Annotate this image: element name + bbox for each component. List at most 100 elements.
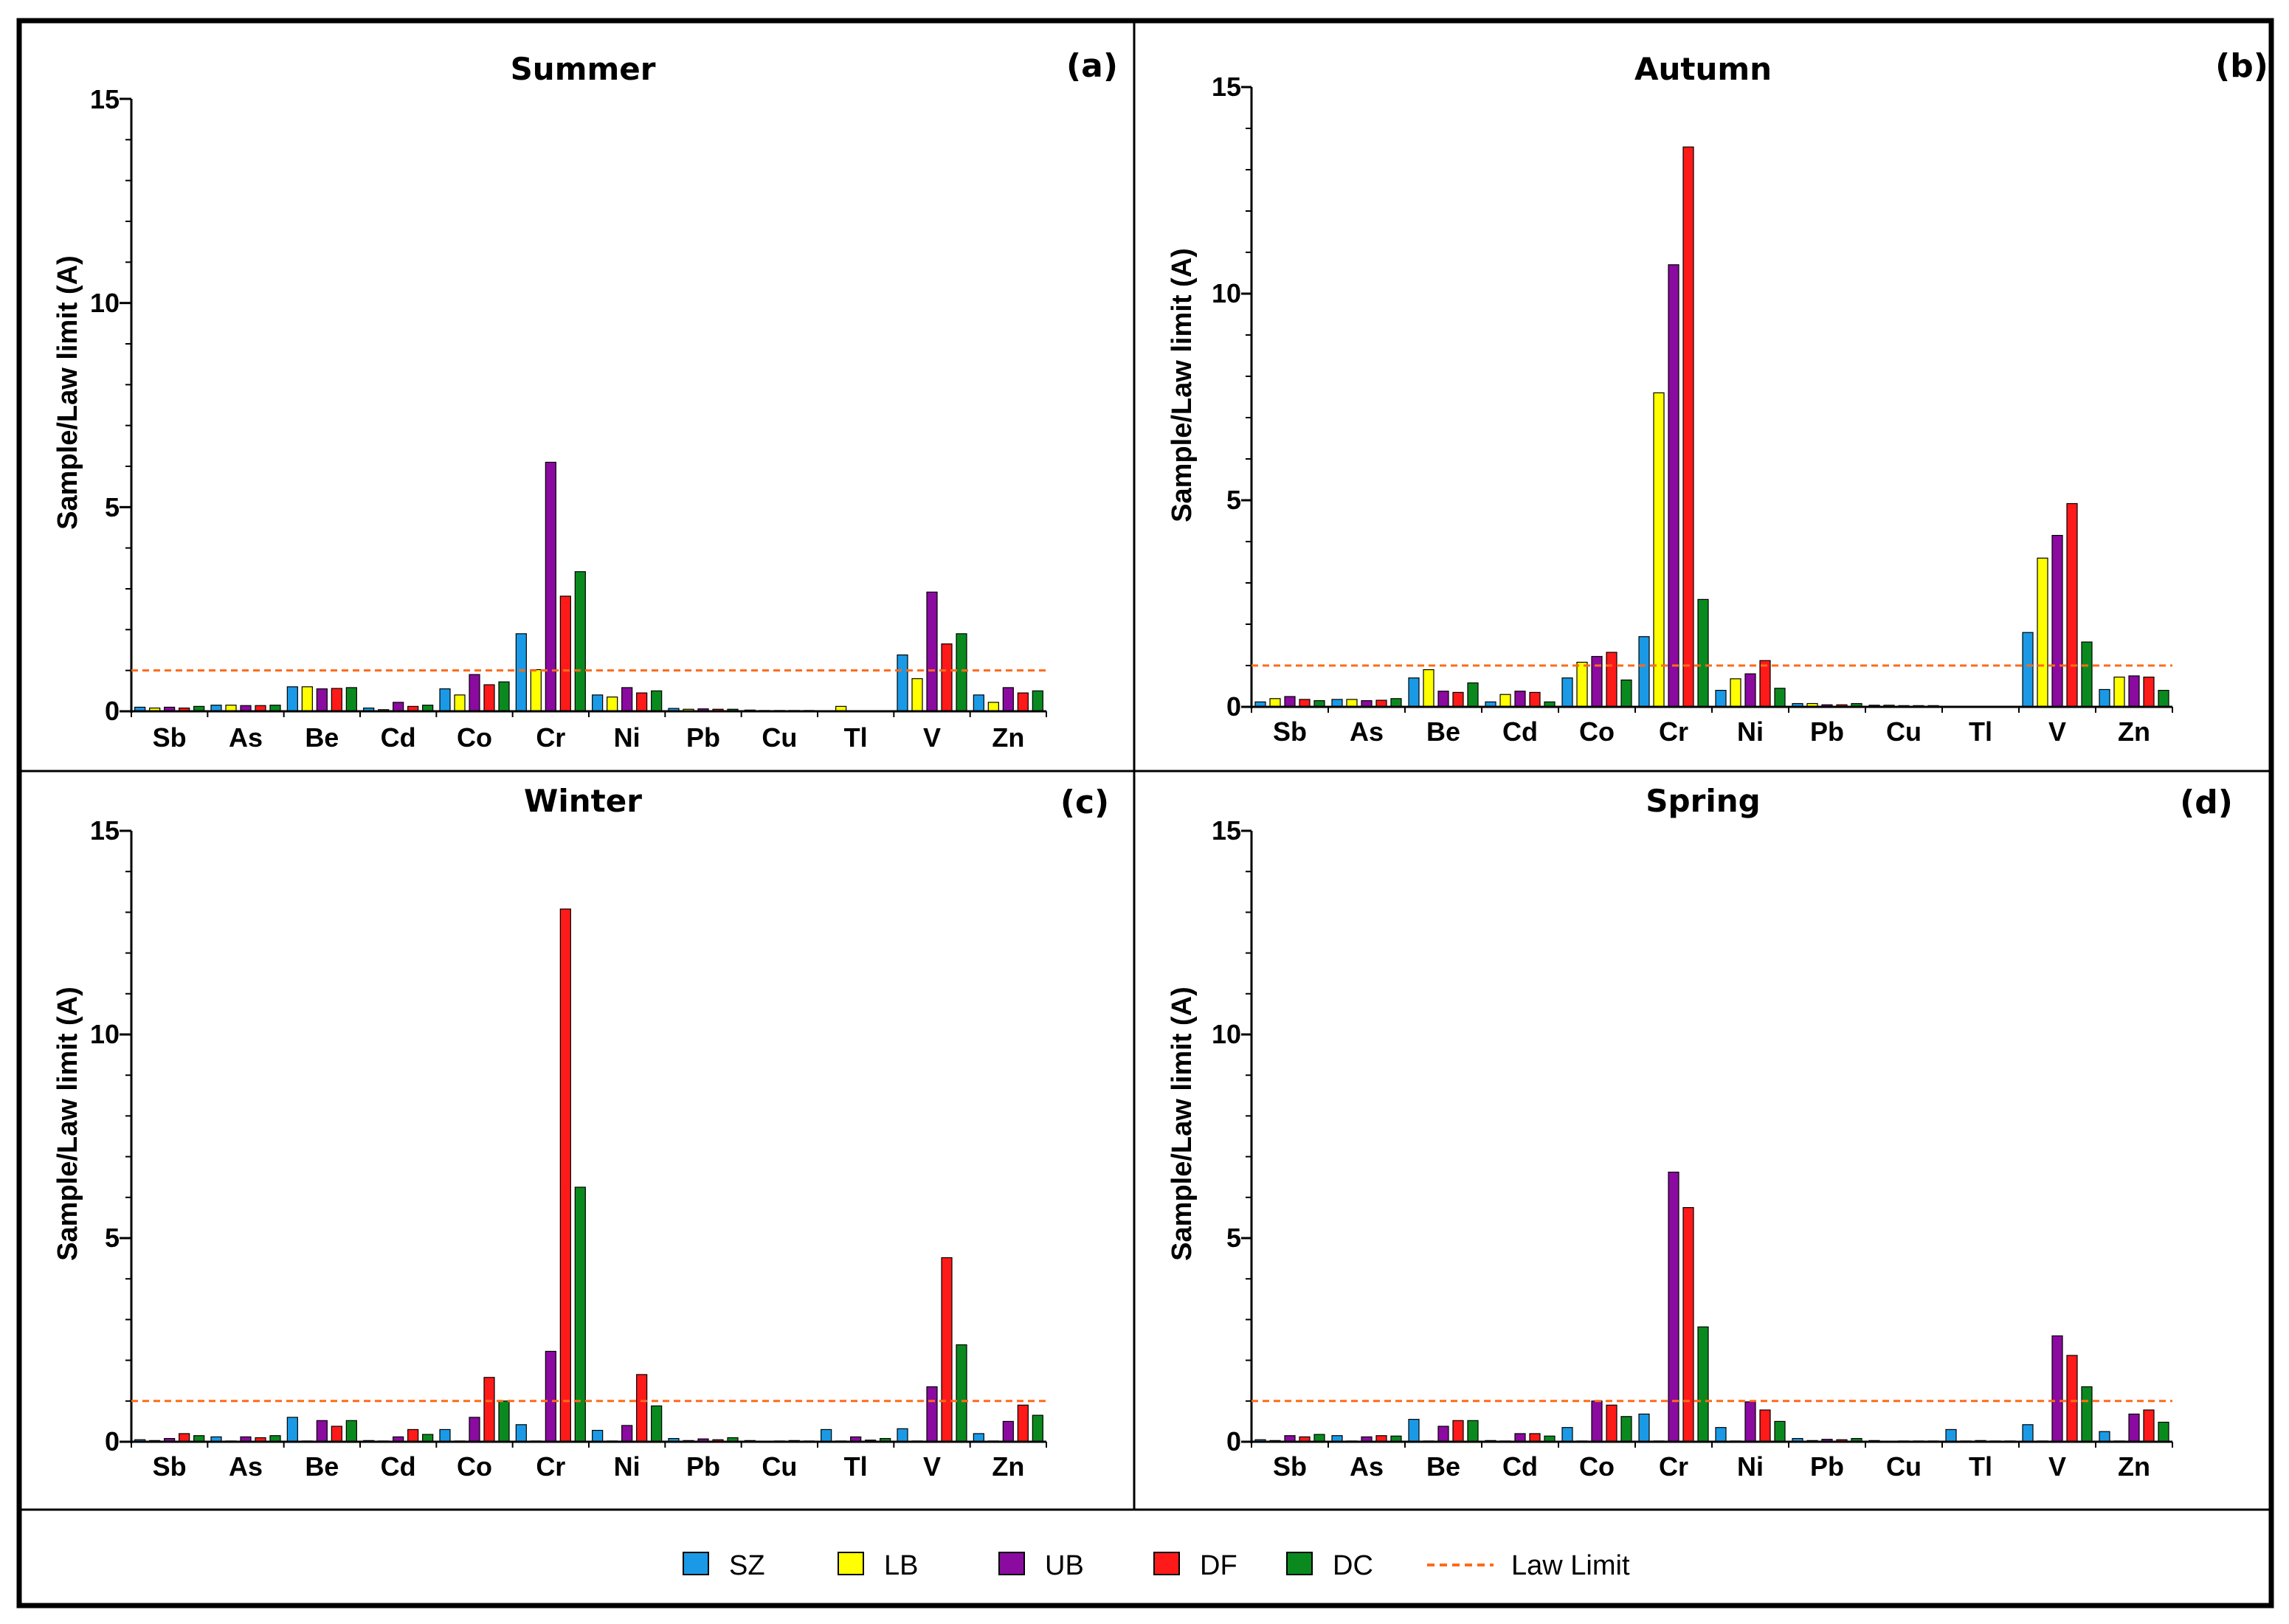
bar-df-v bbox=[2066, 1355, 2078, 1442]
legend-label-dc: DC bbox=[1333, 1550, 1373, 1581]
y-axis-label: Sample/Law limit (A) bbox=[52, 987, 83, 1261]
y-tick-label: 5 bbox=[1226, 485, 1241, 515]
x-tick-label: Cr bbox=[536, 1451, 565, 1482]
bar-dc-co bbox=[498, 1400, 510, 1442]
bar-lb-cr bbox=[530, 668, 542, 712]
bar-lb-zn bbox=[2113, 677, 2125, 708]
y-axis-label: Sample/Law limit (A) bbox=[52, 255, 83, 530]
x-tick-label: V bbox=[2048, 716, 2066, 747]
panel-d: Spring (d) Sample/Law limit (A) 0 5 10 1… bbox=[1167, 783, 2233, 1482]
x-tick-label: Pb bbox=[1810, 716, 1844, 747]
bar-dc-as bbox=[1390, 698, 1402, 708]
bar-ub-cr bbox=[545, 461, 556, 712]
bar-sz-v bbox=[2022, 632, 2034, 708]
panel-title: Autumn bbox=[1634, 51, 1772, 87]
bar-ub-ni bbox=[621, 1425, 633, 1442]
bar-lb-zn bbox=[987, 702, 999, 712]
bar-dc-co bbox=[1620, 679, 1632, 708]
bar-sz-cr bbox=[515, 1424, 527, 1442]
x-tick-label: Zn bbox=[992, 722, 1024, 753]
bar-ub-zn bbox=[1002, 687, 1014, 712]
x-tick-label: As bbox=[229, 1451, 263, 1482]
y-tick-label: 5 bbox=[105, 1223, 120, 1253]
bar-sz-v bbox=[2022, 1424, 2034, 1442]
bar-dc-be bbox=[345, 1420, 357, 1442]
bar-dc-ni bbox=[651, 1405, 663, 1442]
bar-lb-cr bbox=[1653, 392, 1665, 708]
bar-sz-be bbox=[1408, 1419, 1420, 1442]
bar-ub-be bbox=[1437, 1426, 1449, 1442]
x-tick-label: Tl bbox=[844, 722, 868, 753]
panel-label: (c) bbox=[1060, 784, 1109, 821]
bar-sz-zn bbox=[2099, 688, 2110, 708]
bar-dc-ni bbox=[651, 690, 663, 712]
bar-sz-ni bbox=[1715, 689, 1727, 708]
bar-df-cr bbox=[559, 595, 571, 712]
bar-sz-be bbox=[286, 686, 298, 712]
bar-sz-be bbox=[286, 1417, 298, 1442]
x-tick-label: Cu bbox=[1886, 1451, 1922, 1482]
bar-ub-v bbox=[926, 1386, 938, 1442]
bar-dc-cr bbox=[1697, 598, 1709, 708]
bar-sz-co bbox=[439, 688, 451, 712]
bar-lb-cd bbox=[1499, 694, 1511, 708]
bar-sz-ni bbox=[1715, 1427, 1727, 1442]
bar-ub-zn bbox=[2128, 1413, 2140, 1442]
x-tick-label: Co bbox=[457, 722, 492, 753]
bar-dc-be bbox=[345, 687, 357, 712]
bar-sz-co bbox=[1561, 1427, 1573, 1442]
bar-sz-zn bbox=[973, 694, 984, 712]
bar-dc-v bbox=[2081, 1386, 2093, 1442]
legend-label-lb: LB bbox=[884, 1550, 918, 1581]
plot-area: Sb As Be Cd Co Cr Ni Pb Cu Tl V Zn bbox=[1241, 829, 2173, 1482]
bar-lb-sb bbox=[1269, 698, 1281, 708]
legend-swatch-dc bbox=[1286, 1552, 1313, 1575]
bar-df-be bbox=[331, 688, 342, 712]
x-tick-label: Ni bbox=[1737, 716, 1764, 747]
x-tick-label: Cr bbox=[1659, 716, 1688, 747]
plot-area: Sb As Be Cd Co Cr Ni Pb Cu Tl V Zn bbox=[120, 829, 1047, 1482]
x-tick-label: Ni bbox=[614, 1451, 641, 1482]
x-tick-label: Be bbox=[305, 722, 339, 753]
x-tick-label: Pb bbox=[686, 722, 720, 753]
bar-df-cd bbox=[407, 1428, 419, 1442]
bar-sz-co bbox=[1561, 677, 1573, 708]
bar-lb-co bbox=[454, 694, 466, 712]
x-tick-label: Cd bbox=[381, 1451, 416, 1482]
x-tick-label: Co bbox=[457, 1451, 492, 1482]
legend-swatch-lb bbox=[838, 1552, 864, 1575]
bar-sz-tl bbox=[821, 1428, 832, 1442]
bar-lb-ni bbox=[1730, 678, 1741, 708]
bar-lb-as bbox=[1346, 699, 1358, 708]
bar-df-sb bbox=[179, 1433, 190, 1442]
x-tick-label: V bbox=[2048, 1451, 2066, 1482]
bar-ub-co bbox=[1591, 1400, 1603, 1442]
bar-ub-co bbox=[469, 1417, 480, 1442]
bar-df-ni bbox=[1759, 660, 1771, 708]
x-tick-label: Cu bbox=[1886, 716, 1922, 747]
panel-title: Summer bbox=[511, 51, 656, 87]
bar-dc-v bbox=[2081, 641, 2093, 708]
y-tick-label: 15 bbox=[90, 815, 120, 846]
y-tick-label: 15 bbox=[90, 84, 120, 114]
legend-swatch-ub bbox=[998, 1552, 1025, 1575]
plot-area: Sb As Be Cd Co Cr Ni Pb Cu Tl V Zn bbox=[120, 97, 1047, 753]
bar-dc-ni bbox=[1774, 688, 1786, 708]
y-tick-label: 15 bbox=[1212, 815, 1241, 846]
legend-label-law-limit: Law Limit bbox=[1511, 1550, 1630, 1581]
x-tick-label: Zn bbox=[2118, 716, 2150, 747]
legend-label-ub: UB bbox=[1045, 1550, 1084, 1581]
y-tick-label: 10 bbox=[1212, 278, 1241, 308]
bar-lb-be bbox=[1423, 668, 1434, 708]
bar-df-zn bbox=[1017, 1404, 1029, 1442]
x-tick-label: Tl bbox=[844, 1451, 868, 1482]
panel-label: (b) bbox=[2215, 47, 2268, 85]
y-tick-label: 0 bbox=[105, 696, 120, 726]
bar-sz-tl bbox=[1945, 1428, 1957, 1442]
panel-a: Summer (a) Sample/Law limit (A) 0 5 10 1… bbox=[52, 47, 1118, 753]
bar-dc-cr bbox=[1697, 1326, 1709, 1442]
x-tick-label: Cu bbox=[762, 1451, 797, 1482]
bar-ub-v bbox=[2051, 1335, 2063, 1442]
x-tick-label: Cu bbox=[762, 722, 797, 753]
bar-ub-be bbox=[316, 688, 328, 712]
